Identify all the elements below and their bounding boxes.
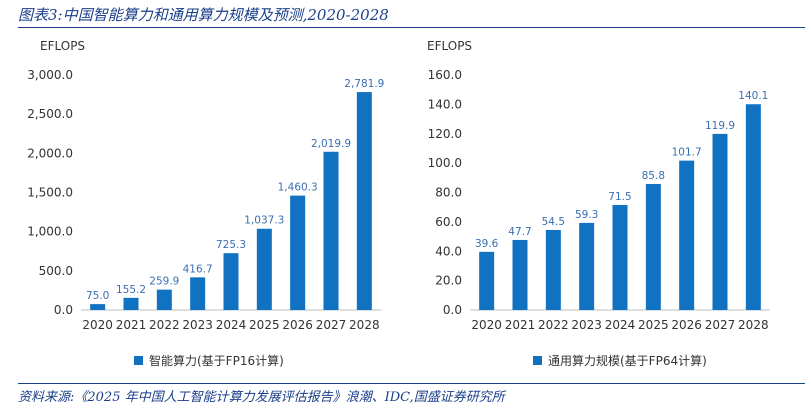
x-tick-label: 2021: [116, 318, 147, 332]
y-tick-label: 160.0: [428, 68, 462, 82]
data-label-2022: 259.9: [149, 276, 179, 288]
unit-label: EFLOPS: [427, 39, 472, 53]
y-tick-label: 1,500.0: [27, 186, 73, 200]
general-compute-chart-svg: EFLOPS 0.0 20.0 40.0 60.0 80.0 100.0 120.0 140.0…: [427, 39, 770, 368]
bar-2027: [323, 151, 339, 310]
bar-2028: [745, 104, 761, 311]
y-tick-label: 140.0: [428, 97, 462, 111]
x-tick-label: 2023: [571, 318, 602, 332]
bar-2020: [479, 251, 495, 310]
data-label-2020: 75.0: [86, 290, 109, 302]
y-tick-label: 2,500.0: [27, 107, 73, 121]
bar-2024: [612, 204, 628, 310]
source-note: 资料来源:《2025 年中国人工智能计算力发展评估报告》浪潮、IDC,国盛证券研…: [18, 390, 505, 405]
bar-2024: [223, 253, 239, 310]
legend-swatch: [134, 356, 143, 365]
x-tick-label: 2026: [282, 318, 313, 332]
data-label-2024: 71.5: [608, 191, 631, 203]
bar-2026: [290, 195, 306, 310]
y-tick-label: 20.0: [435, 274, 462, 288]
legend-label: 通用算力规模(基于FP64计算): [548, 353, 707, 368]
bar-2022: [545, 229, 561, 310]
y-tick-label: 80.0: [435, 186, 462, 200]
x-tick-label: 2023: [182, 318, 213, 332]
unit-label: EFLOPS: [40, 39, 85, 53]
data-label-2021: 155.2: [116, 284, 146, 296]
legend-swatch: [533, 356, 542, 365]
data-label-2026: 101.7: [672, 147, 702, 159]
bar-2022: [156, 289, 172, 310]
bar-2023: [190, 277, 206, 310]
x-tick-label: 2022: [538, 318, 569, 332]
y-tick-label: 2,000.0: [27, 146, 73, 160]
y-tick-label: 500.0: [39, 264, 73, 278]
bar-2021: [512, 239, 528, 310]
x-tick-label: 2020: [471, 318, 502, 332]
legend: 通用算力规模(基于FP64计算): [533, 353, 707, 368]
data-label-2023: 59.3: [575, 209, 598, 221]
y-tick-label: 3,000.0: [27, 68, 73, 82]
x-tick-label: 2025: [249, 318, 280, 332]
y-tick-label: 120.0: [428, 127, 462, 141]
data-label-2025: 85.8: [642, 170, 665, 182]
bar-2023: [579, 222, 595, 310]
bar-2021: [123, 297, 139, 310]
y-tick-label: 0.0: [443, 303, 462, 317]
general-compute-chart: EFLOPS 0.0 20.0 40.0 60.0 80.0 100.0 120.0 140.0…: [415, 32, 805, 382]
intelligent-compute-chart-svg: EFLOPS 0.0 500.0 1,000.0 1,500.0 2,000.0 2,500…: [27, 39, 384, 368]
bar-2027: [712, 133, 728, 310]
data-label-2025: 1,037.3: [244, 215, 284, 227]
x-tick-label: 2024: [216, 318, 247, 332]
legend: 智能算力(基于FP16计算): [134, 353, 284, 368]
y-tick-label: 60.0: [435, 215, 462, 229]
source-rule: [18, 383, 805, 384]
data-label-2022: 54.5: [542, 216, 565, 228]
x-tick-label: 2028: [349, 318, 380, 332]
y-tick-label: 40.0: [435, 244, 462, 258]
bar-2026: [679, 160, 695, 310]
x-tick-label: 2026: [671, 318, 702, 332]
data-label-2028: 140.1: [738, 90, 768, 102]
data-label-2021: 47.7: [508, 226, 531, 238]
x-tick-label: 2022: [149, 318, 180, 332]
x-tick-label: 2024: [605, 318, 636, 332]
y-tick-label: 100.0: [428, 156, 462, 170]
x-tick-label: 2028: [738, 318, 769, 332]
bar-2025: [645, 183, 661, 310]
data-label-2027: 2,019.9: [311, 138, 351, 150]
x-tick-label: 2020: [82, 318, 113, 332]
data-label-2020: 39.6: [475, 238, 499, 250]
x-tick-label: 2025: [638, 318, 669, 332]
x-tick-label: 2027: [705, 318, 736, 332]
data-label-2027: 119.9: [705, 120, 735, 132]
intelligent-compute-chart: EFLOPS 0.0 500.0 1,000.0 1,500.0 2,000.0 2,500…: [18, 32, 408, 382]
data-label-2026: 1,460.3: [278, 182, 318, 194]
data-label-2028: 2,781.9: [344, 78, 384, 90]
bar-2028: [356, 92, 372, 310]
y-tick-label: 1,000.0: [27, 225, 73, 239]
y-tick-label: 0.0: [54, 303, 73, 317]
data-label-2024: 725.3: [216, 239, 246, 251]
bar-2020: [90, 304, 106, 310]
x-tick-label: 2027: [316, 318, 347, 332]
bar-2025: [256, 228, 272, 310]
figure-title: 图表3:中国智能算力和通用算力规模及预测,2020-2028: [18, 6, 389, 24]
title-rule: [18, 27, 805, 28]
legend-label: 智能算力(基于FP16计算): [149, 353, 284, 368]
data-label-2023: 416.7: [183, 263, 213, 275]
x-tick-label: 2021: [505, 318, 536, 332]
